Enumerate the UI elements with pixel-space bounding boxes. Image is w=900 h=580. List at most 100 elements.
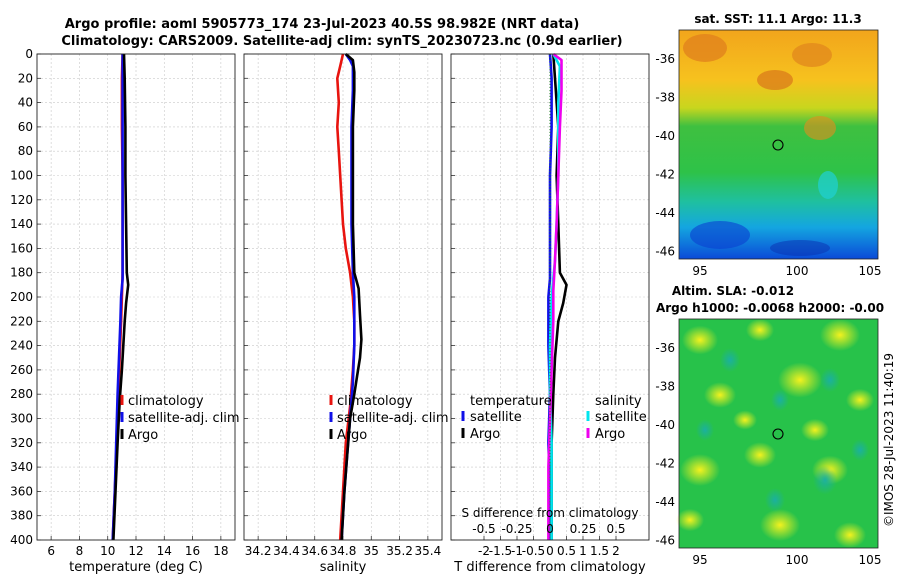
x-axis-label: T difference from climatology xyxy=(453,560,646,575)
sla-positive-anomaly xyxy=(733,410,757,430)
sla-anomaly-blobs xyxy=(676,318,874,548)
x-tick-label: 0.5 xyxy=(557,544,576,558)
temperature-panel: 0 20 40 60 80 100 120 140 160 180 200 220 240 260 280 3… xyxy=(10,47,240,575)
x-tick-label: 18 xyxy=(213,544,228,558)
y-tick-label: 0 xyxy=(25,47,33,61)
y-tick-label: 80 xyxy=(18,144,33,158)
map-y-tick-label: -42 xyxy=(655,457,675,471)
y-tick-label: 260 xyxy=(10,363,33,377)
sla-positive-anomaly xyxy=(676,508,704,532)
sla-positive-anomaly xyxy=(801,418,829,442)
legend-label: Argo xyxy=(470,427,500,442)
map-y-tick-label: -44 xyxy=(655,206,675,220)
y-tick-label: 400 xyxy=(10,533,33,547)
sla-positive-anomaly xyxy=(834,522,866,548)
y-tick-label: 340 xyxy=(10,460,33,474)
y-tick-label: 100 xyxy=(10,169,33,183)
sla-positive-anomaly xyxy=(778,362,822,398)
map-x-tick-label: 95 xyxy=(692,264,707,278)
map-y-tick-label: -40 xyxy=(655,418,675,432)
y-tick-label: 40 xyxy=(18,96,33,110)
legend-label: satellite xyxy=(595,410,647,425)
map-x-tick-label: 105 xyxy=(859,264,882,278)
x-tick-label: 6 xyxy=(47,544,55,558)
x-tick-label: 34.4 xyxy=(273,544,300,558)
sla-positive-anomaly xyxy=(820,319,860,351)
top-axis-label: S difference from climatology xyxy=(462,506,639,520)
top-axis-tick-label: 0.25 xyxy=(570,522,597,536)
sst-cool-patch xyxy=(818,171,838,199)
sst-map-frame xyxy=(678,29,879,260)
x-tick-label: 2 xyxy=(612,544,620,558)
map-y-tick-label: -36 xyxy=(655,52,675,66)
x-tick-label: 34.6 xyxy=(301,544,328,558)
sla-negative-anomaly xyxy=(696,419,714,441)
x-tick-label: 12 xyxy=(128,544,143,558)
map-y-tick-label: -42 xyxy=(655,168,675,182)
y-tick-label: 320 xyxy=(10,436,33,450)
y-tick-label: 140 xyxy=(10,217,33,231)
sla-positive-anomaly xyxy=(760,509,800,541)
map-y-tick-label: -38 xyxy=(655,380,675,394)
y-tick-label: 300 xyxy=(10,412,33,426)
top-axis-tick-label: -0.5 xyxy=(472,522,495,536)
y-tick-label: 240 xyxy=(10,339,33,353)
y-tick-label: 360 xyxy=(10,484,33,498)
sla-map xyxy=(676,318,879,549)
salinity-panel: 34.2 34.4 34.6 34.8 35 35.2 35.4 salinity climat… xyxy=(243,53,449,575)
x-tick-label: 1 xyxy=(579,544,587,558)
legend-label: satellite-adj. clim xyxy=(337,411,449,426)
sla-negative-anomaly xyxy=(820,368,840,392)
y-tick-label: 20 xyxy=(18,71,33,85)
sst-map-axes: -36 -38 -40 -42 -44 -46 95 100 105 xyxy=(655,52,881,278)
map-x-tick-label: 105 xyxy=(859,553,882,567)
x-tick-label: 34.8 xyxy=(330,544,357,558)
sla-negative-anomaly xyxy=(813,465,837,495)
y-tick-label: 160 xyxy=(10,241,33,255)
map-x-tick-label: 95 xyxy=(692,553,707,567)
x-tick-label: 14 xyxy=(157,544,172,558)
sla-positive-anomaly xyxy=(680,454,720,486)
x-tick-label: -1.5 xyxy=(489,544,512,558)
series-line-argo xyxy=(340,53,363,541)
map-y-tick-label: -40 xyxy=(655,129,675,143)
x-tick-label: -0.5 xyxy=(522,544,545,558)
difference-panel: -2-1.5-1-0.5 0 0.5 1 1.5 2T difference from c… xyxy=(450,52,650,575)
sla-negative-anomaly xyxy=(720,348,740,372)
figure-title-line2: Climatology: CARS2009. Satellite-adj cli… xyxy=(61,34,622,49)
top-axis-tick-label: 0 xyxy=(546,522,554,536)
y-tick-label: 60 xyxy=(18,120,33,134)
x-tick-label: 35.2 xyxy=(386,544,413,558)
sla-positive-anomaly xyxy=(846,388,874,412)
map-y-tick-label: -44 xyxy=(655,495,675,509)
x-tick-label: 10 xyxy=(100,544,115,558)
sst-argo-marker xyxy=(772,139,784,151)
sla-argo-marker xyxy=(772,428,784,440)
x-axis-label: temperature (deg C) xyxy=(69,560,203,575)
sla-map-title-line2: Argo h1000: -0.0068 h2000: -0.00 xyxy=(656,301,884,315)
legend-label: satellite-adj. clim xyxy=(128,411,240,426)
legend-label: satellite xyxy=(470,410,522,425)
sla-map-axes: -36 -38 -40 -42 -44 -46 95 100 105 xyxy=(655,341,881,567)
y-tick-label: 120 xyxy=(10,193,33,207)
x-axis-label: salinity xyxy=(320,560,367,575)
y-tick-label: 280 xyxy=(10,387,33,401)
x-tick-label: 0 xyxy=(546,544,554,558)
map-y-tick-label: -46 xyxy=(655,245,675,259)
top-axis-tick-label: 0.5 xyxy=(606,522,625,536)
x-tick-label: 35.4 xyxy=(414,544,441,558)
figure-title-line1: Argo profile: aoml 5905773_174 23-Jul-20… xyxy=(65,17,580,32)
x-tick-label: 1.5 xyxy=(590,544,609,558)
imos-credit: ©IMOS 28-Jul-2023 11:40:19 xyxy=(882,353,896,527)
legend-label: climatology xyxy=(128,394,204,409)
sla-map-title-line1: Altim. SLA: -0.012 xyxy=(672,284,794,298)
series-line-s-argo xyxy=(547,52,563,540)
sla-negative-anomaly xyxy=(771,389,789,411)
map-y-tick-label: -38 xyxy=(655,91,675,105)
y-tick-label: 200 xyxy=(10,290,33,304)
plot-frame xyxy=(36,53,236,541)
legend-title-temperature: temperature xyxy=(470,394,552,409)
sst-map-title: sat. SST: 11.1 Argo: 11.3 xyxy=(694,12,861,26)
x-tick-label: 16 xyxy=(185,544,200,558)
